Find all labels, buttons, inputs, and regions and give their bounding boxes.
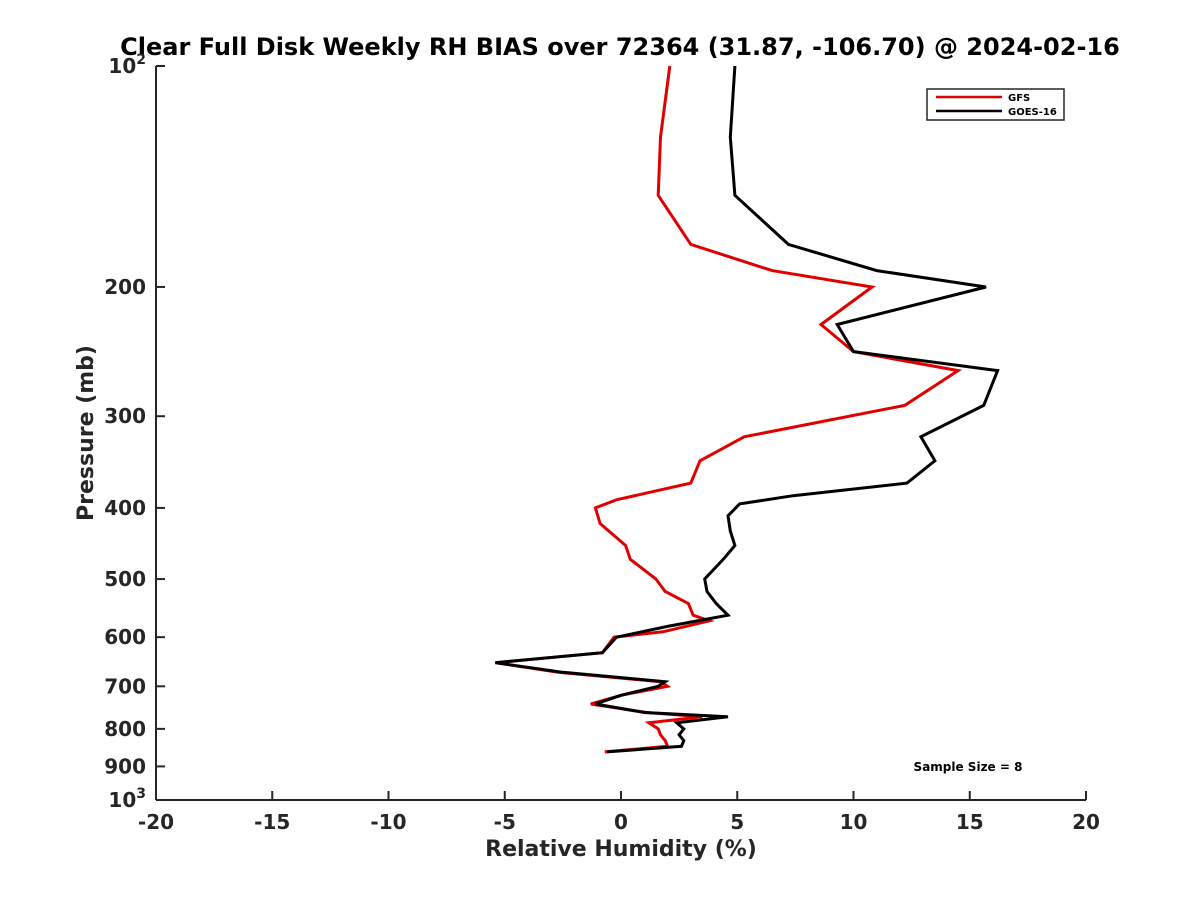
y-tick-label: 102	[108, 52, 146, 78]
plot-lines	[495, 65, 1000, 754]
x-tick-label: 0	[614, 810, 628, 834]
y-tick-label: 900	[104, 754, 146, 778]
x-tick-label: -10	[370, 810, 406, 834]
x-tick-label: -20	[138, 810, 174, 834]
legend-label-gfs: GFS	[1008, 93, 1030, 104]
x-tick-label: -5	[494, 810, 516, 834]
chart-title: Clear Full Disk Weekly RH BIAS over 7236…	[120, 33, 1120, 61]
y-tick-label: 103	[108, 786, 146, 812]
y-ticks: 102 200 300 400 500 600 700 800 900 103	[104, 52, 165, 812]
series-line-goes16	[495, 65, 1000, 754]
y-tick-label: 400	[104, 496, 146, 520]
legend-label-goes16: GOES-16	[1008, 107, 1057, 118]
y-tick-label: 200	[104, 275, 146, 299]
x-ticks: -20 -15 -10 -5 0 5 10 15 20	[138, 791, 1100, 834]
legend-box	[926, 88, 1065, 121]
x-tick-label: -15	[254, 810, 290, 834]
sample-size-annotation: Sample Size = 8	[914, 760, 1023, 774]
y-tick-label: 700	[104, 674, 146, 698]
y-tick-label: 600	[104, 625, 146, 649]
y-axis-label: Pressure (mb)	[74, 345, 99, 521]
x-tick-label: 5	[730, 810, 744, 834]
x-tick-label: 20	[1072, 810, 1100, 834]
y-tick-label: 500	[104, 567, 146, 591]
y-tick-label: 800	[104, 717, 146, 741]
x-axis-label: Relative Humidity (%)	[485, 837, 757, 862]
legend: GFS GOES-16	[926, 88, 1065, 121]
x-tick-label: 15	[956, 810, 984, 834]
y-tick-label: 300	[104, 404, 146, 428]
x-tick-label: 10	[840, 810, 868, 834]
